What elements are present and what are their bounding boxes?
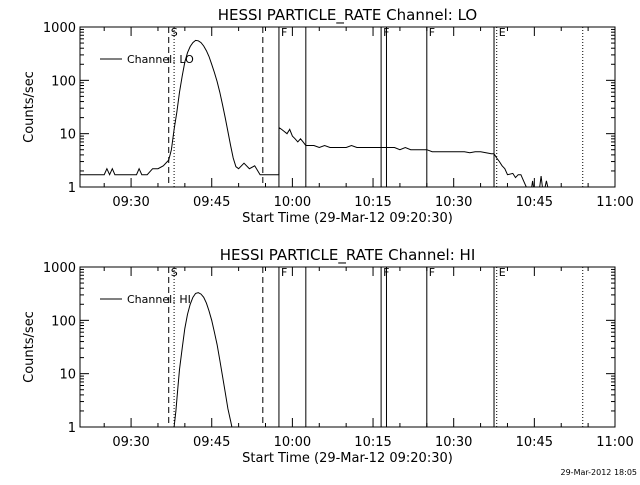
event-marker-label: F <box>429 26 435 39</box>
series-line-segment <box>539 176 543 188</box>
x-tick-label: 10:00 <box>274 435 311 450</box>
x-tick-label: 10:00 <box>274 195 311 210</box>
x-tick-label: 09:45 <box>193 435 230 450</box>
x-tick-label: 11:00 <box>596 195 633 210</box>
event-marker-label: F <box>281 266 287 279</box>
x-axis-label: Start Time (29-Mar-12 09:20:30) <box>242 451 453 466</box>
footer-timestamp: 29-Mar-2012 18:05 <box>561 468 638 477</box>
x-tick-label: 10:30 <box>435 195 472 210</box>
series-line-segment <box>544 180 549 188</box>
event-marker-label: E <box>499 26 506 39</box>
series-line <box>80 39 527 188</box>
event-marker-label: S <box>171 266 178 279</box>
plot-frame <box>79 266 616 428</box>
x-tick-label: 10:15 <box>354 435 391 450</box>
y-tick-label: 100 <box>51 314 76 329</box>
y-axis-label: Counts/sec <box>22 311 37 383</box>
y-tick-label: 1000 <box>43 21 76 36</box>
y-tick-label: 10 <box>59 128 76 143</box>
event-marker-label: E <box>499 266 506 279</box>
event-marker-label: F <box>281 26 287 39</box>
series-line <box>173 292 233 428</box>
x-tick-label: 09:45 <box>193 195 230 210</box>
y-tick-label: 1 <box>68 421 76 436</box>
legend-label: Channel: HI <box>127 293 191 306</box>
y-tick-label: 100 <box>51 74 76 89</box>
event-marker-label: S <box>171 26 178 39</box>
y-tick-label: 10 <box>59 368 76 383</box>
x-tick-label: 09:30 <box>112 195 149 210</box>
y-tick-label: 1 <box>68 181 76 196</box>
y-axis-label: Counts/sec <box>22 71 37 143</box>
series-line-segment <box>531 180 534 188</box>
event-marker-label: F <box>429 266 435 279</box>
chart-title: HESSI PARTICLE_RATE Channel: LO <box>218 6 477 25</box>
x-tick-label: 10:45 <box>516 195 553 210</box>
x-tick-label: 11:00 <box>596 435 633 450</box>
y-tick-label: 1000 <box>43 261 76 276</box>
x-tick-label: 10:30 <box>435 435 472 450</box>
x-tick-label: 09:30 <box>112 435 149 450</box>
legend-label: Channel: LO <box>127 53 194 66</box>
x-axis-label: Start Time (29-Mar-12 09:20:30) <box>242 211 453 226</box>
plot-frame <box>79 26 616 188</box>
chart-title: HESSI PARTICLE_RATE Channel: HI <box>220 246 476 265</box>
x-tick-label: 10:15 <box>354 195 391 210</box>
x-tick-label: 10:45 <box>516 435 553 450</box>
